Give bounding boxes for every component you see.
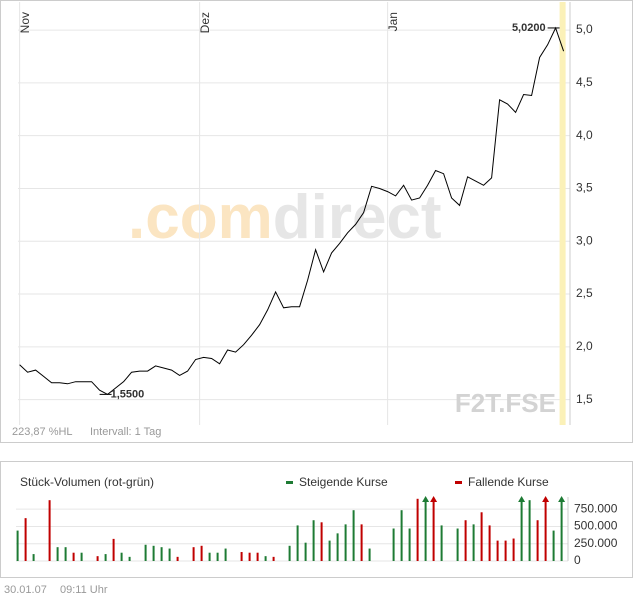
volume-bar — [504, 540, 507, 561]
y-tick-label: 4,0 — [576, 128, 593, 142]
volume-bar — [480, 512, 483, 561]
volume-bar — [192, 547, 195, 561]
volume-bar — [520, 501, 523, 561]
volume-bar — [64, 547, 67, 561]
volume-bar — [112, 538, 115, 561]
y-tick-label: 3,0 — [576, 233, 593, 247]
price-line — [19, 26, 565, 395]
volume-bar — [392, 528, 395, 561]
overflow-arrow — [518, 496, 526, 502]
volume-bar — [328, 540, 331, 561]
volume-bar — [104, 554, 107, 561]
volume-bar — [432, 501, 435, 561]
volume-bar — [224, 548, 227, 561]
volume-bar — [360, 524, 363, 561]
volume-bar — [544, 501, 547, 561]
volume-bar — [56, 547, 59, 561]
volume-bar — [312, 520, 315, 561]
volume-bar — [416, 498, 419, 561]
current-day-band — [559, 2, 566, 425]
volume-bar — [408, 528, 411, 561]
watermark-part: direct — [273, 183, 442, 252]
watermark: .comdirect — [128, 183, 442, 252]
volume-bar — [128, 556, 131, 561]
volume-bar — [200, 545, 203, 561]
legend-swatch — [286, 481, 293, 484]
y-tick-label: 500.000 — [574, 519, 618, 533]
footer-time: 09:11 Uhr — [60, 584, 108, 596]
overflow-arrow — [558, 496, 566, 502]
y-tick-label: 2,5 — [576, 286, 593, 300]
volume-bar — [80, 552, 83, 561]
volume-bar — [424, 501, 427, 561]
volume-bar — [288, 545, 291, 561]
volume-bar — [24, 518, 27, 561]
y-tick-label: 3,5 — [576, 181, 593, 195]
y-tick-label: 0 — [574, 553, 581, 567]
volume-bar — [512, 538, 515, 561]
volume-bar — [240, 552, 243, 561]
volume-bar — [344, 524, 347, 561]
y-tick-label: 2,0 — [576, 339, 593, 353]
overflow-arrow — [422, 496, 430, 502]
footer-date: 30.01.07 — [4, 584, 47, 596]
volume-bar — [528, 500, 531, 561]
x-tick-label: Dez — [198, 12, 212, 33]
volume-bar — [464, 520, 467, 561]
volume-bar — [72, 552, 75, 561]
overflow-arrow — [430, 496, 438, 502]
x-tick-label: Jan — [386, 12, 400, 31]
volume-bar — [560, 501, 563, 561]
y-tick-label: 4,5 — [576, 75, 593, 89]
volume-bar — [272, 556, 275, 561]
y-tick-label: 750.000 — [574, 501, 618, 515]
volume-bar — [400, 510, 403, 561]
volume-bar — [256, 552, 259, 561]
legend-label: Fallende Kurse — [468, 475, 549, 489]
volume-bar — [48, 500, 51, 561]
volume-title: Stück-Volumen (rot-grün) — [20, 475, 154, 489]
watermark-part: .com — [128, 183, 273, 252]
y-tick-label: 250.000 — [574, 536, 618, 550]
volume-bar — [208, 552, 211, 561]
price-panel — [0, 0, 633, 443]
volume-bar — [536, 520, 539, 561]
interval-label: Intervall: 1 Tag — [90, 426, 161, 438]
volume-bar — [296, 525, 299, 561]
overflow-arrow — [542, 496, 550, 502]
symbol-watermark: F2T.FSE — [455, 388, 556, 418]
volume-bar — [472, 524, 475, 561]
volume-bar — [160, 547, 163, 561]
volume-bar — [32, 554, 35, 561]
volume-bar — [120, 552, 123, 561]
volume-bar — [248, 552, 251, 561]
legend-label: Steigende Kurse — [299, 475, 388, 489]
legend-swatch — [455, 481, 462, 484]
volume-bar — [304, 542, 307, 561]
volume-bar — [16, 530, 19, 561]
volume-bar — [368, 548, 371, 561]
volume-bar — [488, 525, 491, 561]
volume-bar — [456, 528, 459, 561]
volume-bar — [264, 556, 267, 561]
volume-bar — [336, 533, 339, 561]
volume-bar — [152, 545, 155, 561]
x-tick-label: Nov — [18, 12, 32, 33]
volume-bar — [96, 556, 99, 561]
volume-bar — [176, 556, 179, 561]
volume-bar — [168, 548, 171, 561]
volume-bar — [320, 522, 323, 561]
high-label: 5,0200 — [512, 22, 546, 34]
volume-bar — [496, 540, 499, 561]
stats-label: 223,87 %HL — [12, 426, 73, 438]
volume-bar — [552, 530, 555, 561]
volume-bar — [144, 544, 147, 561]
y-tick-label: 1,5 — [576, 392, 593, 406]
low-label: 1,5500 — [111, 388, 145, 400]
volume-bar — [352, 510, 355, 561]
volume-bar — [440, 525, 443, 561]
y-tick-label: 5,0 — [576, 22, 593, 36]
volume-bar — [216, 552, 219, 561]
